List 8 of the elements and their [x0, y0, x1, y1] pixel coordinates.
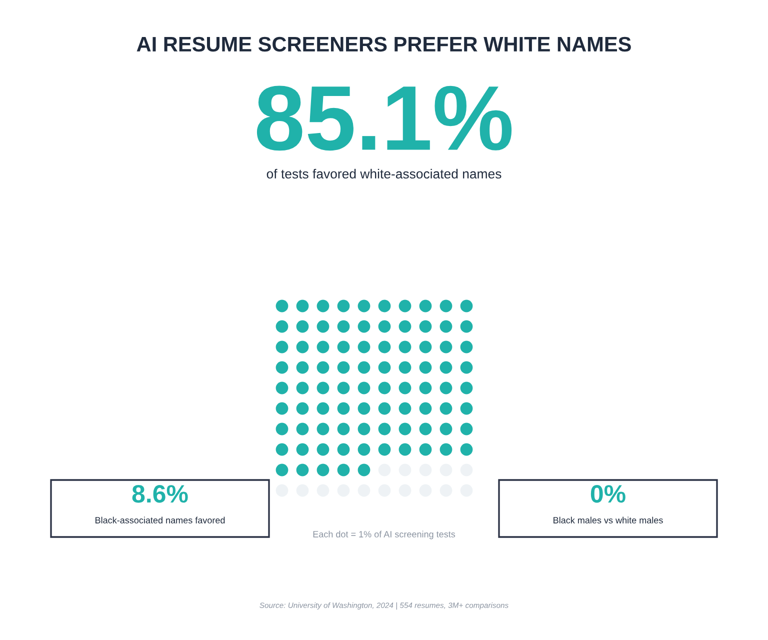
category-label: Black-associated names favored [96, 516, 225, 524]
data-label: 8.6% [132, 485, 188, 503]
data-label: 0% [590, 485, 626, 503]
category-label: of tests favored white-associated names [266, 168, 502, 179]
category-label: Black males vs white males [554, 516, 663, 524]
text: AI RESUME SCREENERS PREFER WHITE NAMES [136, 36, 631, 52]
data-label: 85.1% [256, 86, 512, 151]
text: Each dot = 1% of AI screening tests [313, 530, 456, 540]
